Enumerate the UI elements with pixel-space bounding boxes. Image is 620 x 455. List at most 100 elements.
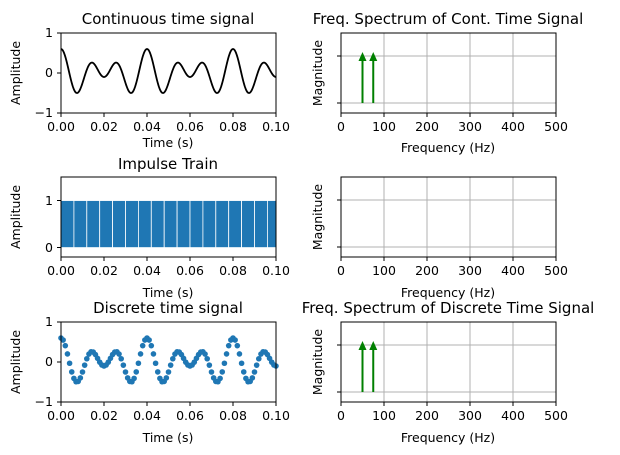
sample-point <box>232 337 238 343</box>
x-tick-label: 0.04 <box>133 119 161 134</box>
x-ticks: 0 100 200 300 400 500 <box>337 113 568 134</box>
x-tick-label: 100 <box>372 263 396 278</box>
impulse-bar <box>215 200 230 248</box>
x-tick-label: 0.06 <box>176 119 204 134</box>
signal-line <box>60 48 277 94</box>
bar-series <box>60 200 277 248</box>
x-tick-label: 0.04 <box>133 408 161 423</box>
x-tick-label: 500 <box>544 408 568 423</box>
y-tick-label: 1 <box>45 193 53 208</box>
stem-series <box>358 52 378 103</box>
y-tick-label: −1 <box>35 105 53 120</box>
x-tick-label: 400 <box>501 263 525 278</box>
y-axis-label: Magnitude <box>310 329 325 396</box>
x-tick-label: 500 <box>544 119 568 134</box>
sample-point <box>146 337 152 343</box>
impulse-bar <box>176 200 191 248</box>
impulse-bar <box>266 200 277 248</box>
x-tick-label: 100 <box>372 119 396 134</box>
stem-arrowhead <box>369 52 378 61</box>
x-tick-label: 0 <box>337 263 345 278</box>
x-tick-label: 0.00 <box>47 408 75 423</box>
x-tick-label: 200 <box>415 408 439 423</box>
axes-frame <box>340 321 557 403</box>
sample-point <box>84 355 90 362</box>
impulse-bar <box>86 200 101 248</box>
x-axis-label: Time (s) <box>142 285 194 300</box>
stem-arrowhead <box>358 52 367 61</box>
y-axis-label: Magnitude <box>310 40 325 107</box>
x-tick-label: 300 <box>458 119 482 134</box>
sample-point <box>238 360 245 367</box>
y-tick-label: −1 <box>35 394 53 409</box>
sample-point <box>165 369 172 375</box>
impulse-bar <box>241 200 255 248</box>
grid <box>341 33 556 113</box>
x-tick-label: 0.10 <box>262 408 290 423</box>
y-ticks: 1 0 <box>45 193 61 255</box>
impulse-bar <box>150 200 165 248</box>
x-ticks: 0.00 0.02 0.04 0.06 0.08 0.10 <box>47 402 290 423</box>
sample-point <box>234 342 241 349</box>
x-tick-label: 0 <box>337 408 345 423</box>
grid <box>341 322 556 402</box>
x-tick-label: 300 <box>458 408 482 423</box>
x-axis-label: Frequency (Hz) <box>401 285 495 300</box>
x-tick-label: 0.08 <box>219 263 247 278</box>
panel-impulse-train: Impulse Train 1 0 0.00 0.02 0.04 0.06 0.… <box>8 155 290 300</box>
x-tick-label: 0.06 <box>176 408 204 423</box>
sample-point <box>68 369 75 375</box>
chart-title: Freq. Spectrum of Cont. Time Signal <box>313 10 583 28</box>
impulse-bar <box>73 200 88 248</box>
x-tick-label: 0.04 <box>133 263 161 278</box>
x-tick-label: 0.08 <box>219 119 247 134</box>
sample-point <box>154 369 161 375</box>
y-axis-label: Amplitude <box>8 330 23 394</box>
sample-point <box>135 360 142 367</box>
x-tick-label: 300 <box>458 263 482 278</box>
sample-point <box>225 342 232 349</box>
x-axis-label: Frequency (Hz) <box>401 430 495 445</box>
axes-frame <box>340 32 557 114</box>
x-tick-label: 400 <box>501 408 525 423</box>
x-axis-label: Frequency (Hz) <box>401 140 495 155</box>
sample-point <box>206 362 213 368</box>
panel-discrete-signal: Discrete time signal 1 0 −1 0.00 0.02 0.… <box>8 299 290 445</box>
x-axis-label: Time (s) <box>142 135 194 150</box>
sample-point <box>223 351 230 357</box>
chart-title: Impulse Train <box>118 155 218 173</box>
sample-point <box>236 351 243 357</box>
impulse-bar <box>137 200 152 248</box>
x-ticks: 0.00 0.02 0.04 0.06 0.08 0.10 <box>47 113 290 134</box>
sample-point <box>79 369 86 375</box>
impulse-bar <box>125 200 139 248</box>
x-ticks: 0 100 200 300 400 500 <box>337 402 568 423</box>
x-tick-label: 0.02 <box>90 119 118 134</box>
x-tick-label: 100 <box>372 408 396 423</box>
x-tick-label: 0.06 <box>176 263 204 278</box>
chart-title: Discrete time signal <box>93 299 243 317</box>
y-tick-label: 0 <box>45 354 53 369</box>
sample-point <box>202 351 208 357</box>
stem-arrowhead <box>358 341 367 350</box>
sample-point <box>60 337 66 343</box>
y-axis-label: Magnitude <box>310 184 325 251</box>
sample-point <box>62 342 69 349</box>
impulse-bar <box>254 200 268 248</box>
impulse-bar <box>60 200 75 248</box>
x-tick-label: 0.00 <box>47 263 75 278</box>
impulse-bar <box>202 200 217 248</box>
grid <box>341 177 556 257</box>
y-ticks: 1 0 −1 <box>35 314 61 409</box>
scatter-series <box>58 335 279 385</box>
sample-point <box>219 369 226 375</box>
panel-impulse-spectrum: 0 100 200 300 400 500 Frequency (Hz) Mag… <box>310 176 568 300</box>
impulse-bar <box>228 200 242 248</box>
stem-series <box>358 341 378 392</box>
x-ticks: 0 100 200 300 400 500 <box>337 257 568 278</box>
sample-point <box>253 362 260 368</box>
x-tick-label: 200 <box>415 119 439 134</box>
sample-point <box>249 375 256 381</box>
x-tick-label: 0.00 <box>47 119 75 134</box>
